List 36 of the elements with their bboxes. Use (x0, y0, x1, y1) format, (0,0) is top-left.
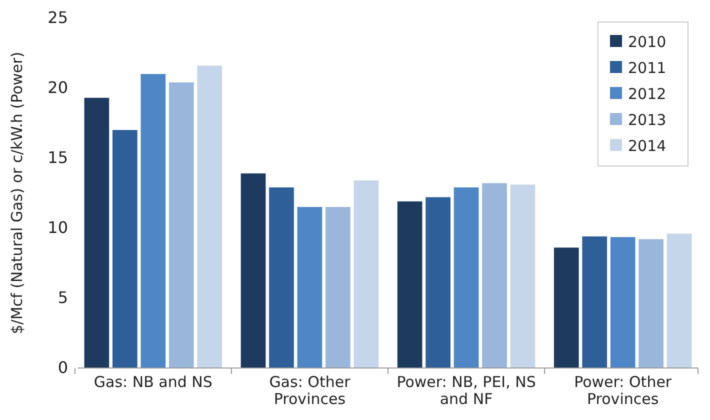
legend-label: 2010 (628, 33, 666, 51)
bar (197, 66, 222, 368)
legend-label: 2012 (628, 85, 666, 103)
bar (240, 173, 266, 368)
bar (112, 130, 138, 368)
legend-label: 2014 (628, 137, 666, 155)
bar (510, 184, 536, 368)
x-tick-label: Power: NB, PEI, NS and NF (396, 373, 536, 408)
bar (397, 201, 422, 368)
bar (582, 236, 608, 368)
x-tick-label: Power: Other Provinces (574, 373, 672, 408)
bar (610, 237, 636, 368)
y-axis-title: $/Mcf (Natural Gas) or c/kW.h (Power) (8, 52, 26, 334)
bar (326, 207, 350, 368)
bar (638, 239, 664, 368)
bar (354, 180, 379, 368)
y-tick-label: 25 (48, 8, 68, 28)
x-tick-label: Gas: NB and NS (94, 373, 212, 391)
bar (482, 183, 507, 368)
bar (666, 234, 692, 368)
y-tick-label: 10 (48, 218, 68, 238)
bar (269, 187, 294, 368)
x-tick-label: Gas: Other Provinces (269, 373, 352, 408)
bar (84, 98, 110, 368)
y-tick-label: 15 (48, 148, 68, 168)
y-tick-label: 5 (58, 288, 68, 308)
bar (168, 82, 194, 368)
bar (454, 187, 479, 368)
bar (426, 197, 450, 368)
bar (554, 248, 579, 368)
y-tick-label: 20 (48, 78, 68, 98)
legend-label: 2013 (628, 111, 666, 129)
legend-label: 2011 (628, 59, 666, 77)
y-tick-label: 0 (58, 358, 68, 378)
bar (140, 74, 166, 368)
bar (297, 207, 322, 368)
